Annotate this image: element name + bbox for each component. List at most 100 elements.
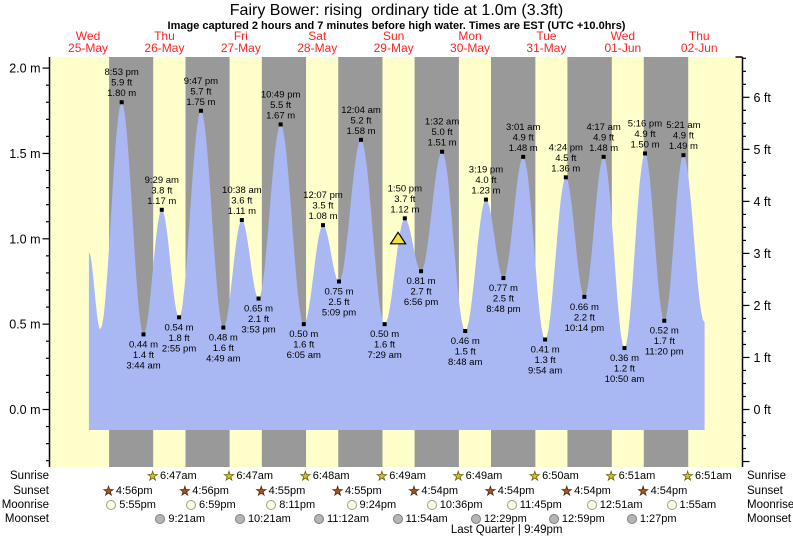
tide-annotation: 0.81 m 2.7 ft 6:56 pm bbox=[404, 276, 438, 308]
tide-annotation: 0.50 m 1.6 ft 7:29 am bbox=[367, 329, 401, 361]
day-date: 29-May bbox=[373, 41, 414, 55]
moonset-icon bbox=[234, 513, 245, 524]
tide-point-marker bbox=[440, 149, 445, 154]
tide-point-marker bbox=[543, 337, 548, 342]
sunset-time: 4:56pm bbox=[192, 484, 229, 497]
sunset-icon: ★ bbox=[255, 483, 267, 498]
moonrise-time: 8:11pm bbox=[279, 498, 316, 511]
moonset-time: 12:29pm bbox=[483, 512, 527, 525]
tide-annotation: 0.77 m 2.5 ft 8:48 pm bbox=[486, 283, 520, 315]
y-axis-label-right: 3 ft bbox=[754, 247, 772, 261]
y-axis-label-left: 2.0 m bbox=[9, 62, 40, 76]
tide-annotation: 3:19 pm 4.0 ft 1.23 m bbox=[469, 165, 503, 197]
sunrise-time: 6:51am bbox=[618, 470, 656, 482]
tide-annotation: 4:17 am 4.9 ft 1.48 m bbox=[586, 122, 620, 154]
tide-point-marker bbox=[198, 108, 203, 113]
sunset-event: ★ 4:54pm bbox=[561, 484, 611, 497]
day-name: Thu bbox=[688, 29, 710, 43]
sunset-event: ★ 4:56pm bbox=[179, 483, 229, 498]
sunrise-icon: ★ bbox=[605, 469, 617, 483]
tide-annotation: 0.36 m 1.2 ft 10:50 am bbox=[605, 353, 645, 385]
tide-point-marker bbox=[159, 207, 164, 212]
sunrise-time: 6:51am bbox=[694, 470, 732, 482]
moonrise-event: 5:55pm bbox=[106, 499, 156, 511]
tide-point-marker bbox=[278, 122, 283, 127]
sunrise-time: 6:47am bbox=[236, 470, 274, 482]
sunrise-icon: ★ bbox=[300, 469, 312, 483]
tide-point-marker bbox=[463, 328, 468, 333]
tide-point-marker bbox=[601, 154, 606, 159]
moonset-icon bbox=[314, 513, 325, 524]
sunset-time: 4:54pm bbox=[650, 484, 688, 497]
day-name: Mon bbox=[458, 29, 482, 43]
moonrise-event: 8:11pm bbox=[266, 499, 315, 511]
tide-point-marker bbox=[483, 197, 488, 202]
sunrise-time: 6:49am bbox=[465, 470, 503, 482]
tide-annotation: 0.50 m 1.6 ft 6:05 am bbox=[287, 329, 321, 361]
moonset-time: 12:59pm bbox=[561, 512, 605, 525]
moonset-icon bbox=[392, 513, 403, 524]
moonrise-time: 9:24pm bbox=[359, 498, 397, 511]
moonrise-event: 9:24pm bbox=[346, 498, 397, 511]
day-label: Tue 31-May bbox=[526, 30, 566, 54]
moonset-time: 10:21am bbox=[247, 512, 291, 525]
day-name: Thu bbox=[154, 29, 175, 43]
tide-point-marker bbox=[419, 269, 424, 274]
tide-annotation: 1:50 pm 3.7 ft 1.12 m bbox=[388, 183, 422, 215]
tide-point-marker bbox=[402, 216, 407, 221]
sunset-time: 4:54pm bbox=[574, 484, 611, 497]
tide-annotation: 0.41 m 1.3 ft 9:54 am bbox=[528, 345, 562, 377]
moonset-time: 1:27pm bbox=[639, 512, 677, 525]
moonset-event: 12:59pm bbox=[548, 512, 605, 525]
moonrise-event: 1:55am bbox=[666, 499, 716, 511]
day-name: Wed bbox=[610, 29, 636, 43]
sunrise-event: ★ 6:50am bbox=[529, 469, 579, 483]
moonset-time: 9:21am bbox=[168, 512, 206, 525]
sunset-icon: ★ bbox=[179, 483, 191, 498]
moonset-event: 10:21am bbox=[234, 512, 291, 525]
sunset-event: ★ 4:54pm bbox=[485, 484, 535, 497]
day-label: Mon 30-May bbox=[450, 30, 490, 54]
sunrise-event: ★ 6:51am bbox=[682, 470, 732, 483]
sunrise-time: 6:47am bbox=[159, 470, 197, 482]
tide-annotation: 1:32 am 5.0 ft 1.51 m bbox=[425, 117, 459, 149]
row-label-moonrise-right: Moonrise bbox=[747, 498, 793, 511]
day-date: 30-May bbox=[450, 41, 491, 55]
sunset-time: 4:55pm bbox=[268, 484, 306, 497]
tide-annotation: 8:53 pm 5.9 ft 1.80 m bbox=[105, 67, 139, 99]
moonset-icon bbox=[548, 513, 559, 524]
tide-annotation: 12:07 pm 3.5 ft 1.08 m bbox=[303, 190, 343, 222]
tide-annotation: 5:21 am 4.9 ft 1.49 m bbox=[666, 120, 700, 152]
moonrise-event: 6:59pm bbox=[186, 499, 236, 511]
sunrise-time: 6:48am bbox=[312, 470, 350, 482]
y-axis-label-right: 4 ft bbox=[754, 195, 772, 209]
tide-annotation: 9:29 am 3.8 ft 1.17 m bbox=[145, 175, 179, 207]
day-name: Tue bbox=[536, 29, 557, 43]
day-date: 26-May bbox=[144, 41, 185, 55]
sunrise-icon: ★ bbox=[452, 469, 464, 483]
tide-point-marker bbox=[256, 296, 261, 301]
row-label-moonrise-left: Moonrise bbox=[1, 498, 49, 511]
tide-annotation: 0.52 m 1.7 ft 11:20 pm bbox=[645, 326, 684, 358]
moonrise-icon bbox=[346, 499, 357, 510]
row-label-sunset-right: Sunset bbox=[747, 484, 783, 497]
sunrise-icon: ★ bbox=[529, 469, 541, 483]
tide-annotation: 10:38 am 3.6 ft 1.11 m bbox=[222, 185, 262, 217]
day-label: Thu 02-Jun bbox=[681, 30, 718, 54]
moonrise-icon bbox=[506, 499, 517, 510]
tide-point-marker bbox=[141, 332, 146, 337]
moonrise-icon bbox=[426, 499, 437, 510]
sunset-icon: ★ bbox=[408, 483, 420, 498]
tide-area bbox=[88, 102, 705, 430]
capture-note: Image captured 2 hours and 7 minutes bef… bbox=[167, 20, 626, 32]
tide-annotation: 12:04 am 5.2 ft 1.58 m bbox=[341, 105, 381, 137]
day-date: 27-May bbox=[220, 41, 261, 55]
sunset-event: ★ 4:55pm bbox=[332, 484, 382, 497]
tide-annotation: 3:01 am 4.9 ft 1.48 m bbox=[506, 122, 540, 154]
sunrise-event: ★ 6:49am bbox=[376, 470, 426, 483]
day-label: Sat 28-May bbox=[297, 30, 337, 54]
moonrise-time: 11:45pm bbox=[519, 498, 562, 511]
moonset-event: 1:27pm bbox=[626, 512, 677, 525]
tide-point-marker bbox=[177, 315, 182, 320]
